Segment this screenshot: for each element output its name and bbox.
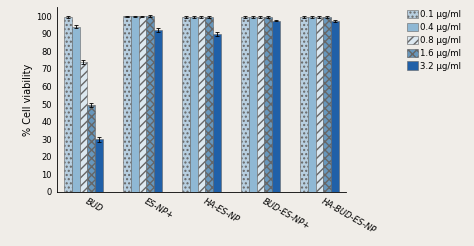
Bar: [323, 17, 331, 192]
Bar: [182, 17, 190, 192]
Bar: [72, 27, 80, 192]
Bar: [249, 17, 256, 192]
Bar: [316, 17, 323, 192]
Bar: [256, 17, 264, 192]
Bar: [205, 17, 213, 192]
Bar: [308, 17, 316, 192]
Bar: [241, 17, 249, 192]
Bar: [80, 62, 87, 192]
Y-axis label: % Cell viability: % Cell viability: [24, 63, 34, 136]
Legend: 0.1 μg/ml, 0.4 μg/ml, 0.8 μg/ml, 1.6 μg/ml, 3.2 μg/ml: 0.1 μg/ml, 0.4 μg/ml, 0.8 μg/ml, 1.6 μg/…: [405, 8, 463, 72]
Bar: [64, 17, 72, 192]
Bar: [272, 21, 280, 192]
Bar: [138, 16, 146, 192]
Bar: [198, 17, 205, 192]
Bar: [95, 139, 102, 192]
Bar: [331, 21, 338, 192]
Bar: [123, 16, 131, 192]
Bar: [131, 16, 138, 192]
Bar: [87, 105, 95, 192]
Bar: [154, 30, 162, 192]
Bar: [301, 17, 308, 192]
Bar: [264, 17, 272, 192]
Bar: [190, 17, 198, 192]
Bar: [146, 16, 154, 192]
Bar: [213, 34, 220, 192]
